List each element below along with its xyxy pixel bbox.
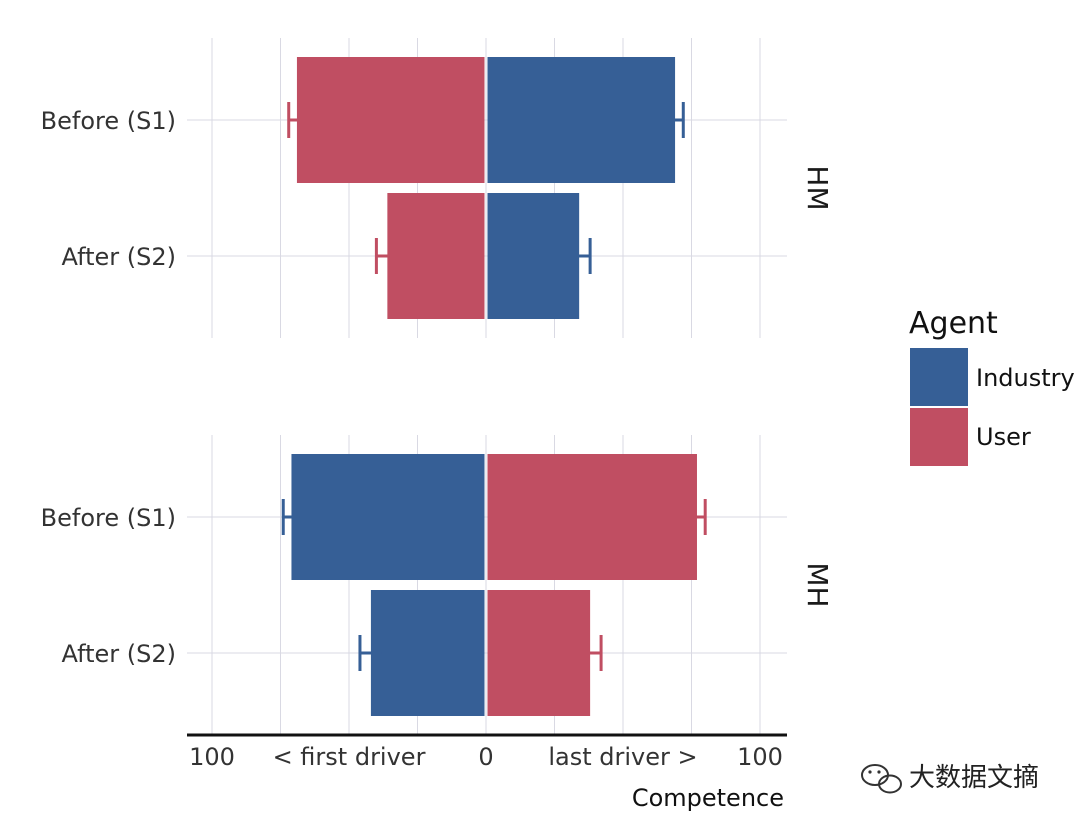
x-axis-title: Competence — [632, 784, 784, 812]
legend: Agent Industry User — [909, 306, 1075, 466]
bars — [291, 57, 697, 716]
facet-label: HM — [801, 165, 834, 210]
watermark: 大数据文摘 — [861, 763, 1039, 794]
x-tick-labels: 100 < first driver 0 last driver > 100 — [189, 743, 783, 771]
x-tick-label: last driver > — [548, 743, 697, 771]
legend-title: Agent — [909, 306, 998, 341]
x-tick-label: < first driver — [273, 743, 426, 771]
category-label: After (S2) — [62, 640, 177, 668]
bar-industry — [291, 454, 485, 580]
bar-user — [387, 193, 485, 319]
bar-industry — [487, 193, 580, 319]
legend-label-user: User — [976, 423, 1031, 451]
facet-labels: HM MH — [801, 165, 834, 607]
grid-lines — [187, 38, 787, 735]
bar-user — [487, 454, 697, 580]
category-label: After (S2) — [62, 243, 177, 271]
error-bars — [281, 102, 707, 671]
category-label: Before (S1) — [41, 107, 176, 135]
bar-industry — [487, 57, 676, 183]
x-tick-label: 100 — [737, 743, 783, 771]
x-tick-label: 0 — [478, 743, 493, 771]
legend-swatch-user — [910, 408, 968, 466]
legend-swatch-industry — [910, 348, 968, 406]
facet-label: MH — [801, 562, 834, 607]
category-labels: Before (S1) After (S2) Before (S1) After (S… — [41, 107, 176, 668]
legend-label-industry: Industry — [976, 364, 1075, 392]
wechat-icon — [861, 764, 902, 794]
bar-user — [487, 590, 591, 716]
bar-industry — [370, 590, 485, 716]
watermark-text: 大数据文摘 — [909, 763, 1039, 793]
bar-user — [296, 57, 485, 183]
category-label: Before (S1) — [41, 504, 176, 532]
x-tick-label: 100 — [189, 743, 235, 771]
